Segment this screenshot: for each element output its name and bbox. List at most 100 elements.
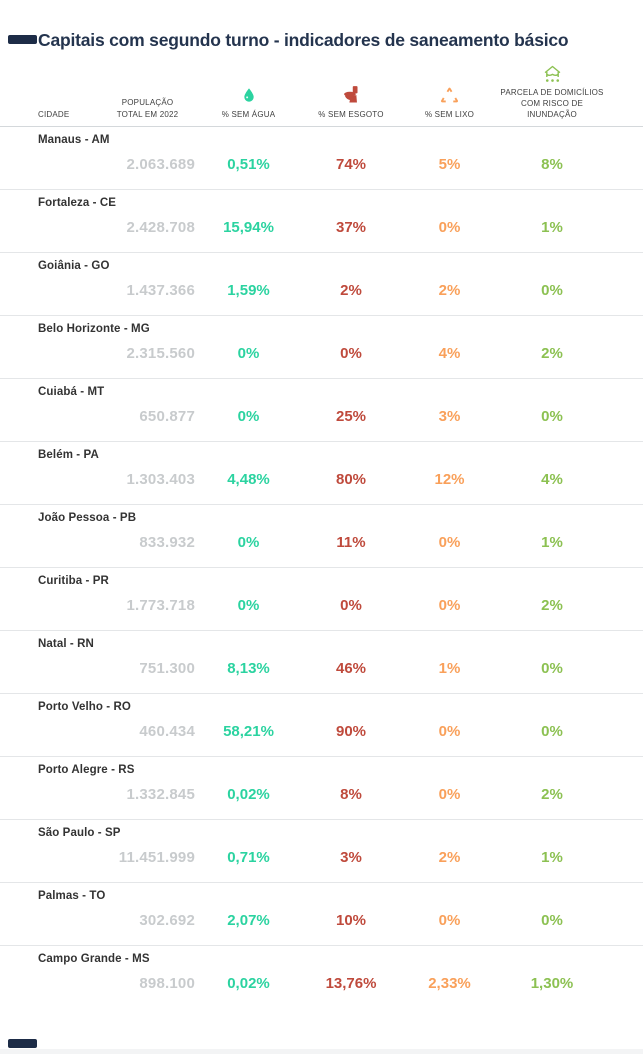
no-water-value: 8,13% <box>227 660 270 678</box>
no-water-value: 0% <box>237 597 260 615</box>
no-garbage-value: 1% <box>438 660 461 678</box>
no-garbage-value: 0% <box>438 534 461 552</box>
no-garbage-value: 3% <box>438 408 461 426</box>
population-value: 751.300 <box>139 660 195 678</box>
city-label: Natal - RN <box>38 638 94 651</box>
no-water-value: 0% <box>237 534 260 552</box>
city-label: João Pessoa - PB <box>38 512 137 525</box>
no-garbage-value: 4% <box>438 345 461 363</box>
table-row: Belo Horizonte - MG 2.315.560 0% 0% 4% 2… <box>0 316 643 380</box>
table-row: Belém - PA 1.303.403 4,48% 80% 12% 4% <box>0 442 643 506</box>
accent-bar-top <box>8 35 37 44</box>
population-value: 1.773.718 <box>126 597 195 615</box>
no-sewage-value: 8% <box>340 786 362 804</box>
column-header-no-sewage: % SEM ESGOTO <box>302 74 400 120</box>
no-water-value: 0,02% <box>227 975 270 993</box>
city-label: Palmas - TO <box>38 890 106 903</box>
no-water-value: 4,48% <box>227 471 270 489</box>
no-sewage-value: 0% <box>340 345 362 363</box>
city-label: Goiânia - GO <box>38 260 110 273</box>
city-label: Belém - PA <box>38 449 99 462</box>
population-value: 2.063.689 <box>126 156 195 174</box>
column-header-city-label: CIDADE <box>38 109 70 119</box>
accent-bar-bottom <box>8 1039 37 1048</box>
toilet-icon <box>342 84 361 105</box>
column-header-no-sewage-label: % SEM ESGOTO <box>318 109 384 119</box>
population-value: 302.692 <box>139 912 195 930</box>
table-row: Palmas - TO 302.692 2,07% 10% 0% 0% <box>0 883 643 947</box>
flood-risk-value: 1% <box>541 849 563 867</box>
column-header-no-water-label: % SEM ÁGUA <box>221 109 276 119</box>
no-sewage-value: 3% <box>340 849 362 867</box>
row-values: 1.332.845 0,02% 8% 0% 2% <box>38 786 605 804</box>
flood-risk-value: 4% <box>541 471 563 489</box>
no-garbage-value: 2% <box>438 849 461 867</box>
table-row: João Pessoa - PB 833.932 0% 11% 0% 1% <box>0 505 643 569</box>
row-values: 650.877 0% 25% 3% 0% <box>38 408 605 426</box>
no-water-value: 1,59% <box>227 282 270 300</box>
no-water-value: 58,21% <box>223 723 274 741</box>
no-sewage-value: 74% <box>335 156 367 174</box>
row-values: 751.300 8,13% 46% 1% 0% <box>38 660 605 678</box>
flood-risk-value: 2% <box>541 786 563 804</box>
no-garbage-value: 12% <box>434 471 465 489</box>
no-sewage-value: 37% <box>335 219 367 237</box>
page-title: Capitais com segundo turno - indicadores… <box>38 30 569 50</box>
city-label: Curitiba - PR <box>38 575 109 588</box>
table-row: Porto Velho - RO 460.434 58,21% 90% 0% 0… <box>0 694 643 758</box>
flood-house-icon <box>542 64 563 83</box>
table-body: Manaus - AM 2.063.689 0,51% 74% 5% 8% Fo… <box>0 127 643 1009</box>
table-header: CIDADE POPULAÇÃO TOTAL EM 2022 % SEM ÁGU… <box>0 64 643 128</box>
no-sewage-value: 10% <box>335 912 367 930</box>
table-row: Campo Grande - MS 898.100 0,02% 13,76% 2… <box>0 946 643 1009</box>
column-header-no-garbage-label: % SEM LIXO <box>424 109 475 119</box>
population-value: 650.877 <box>139 408 195 426</box>
population-value: 1.303.403 <box>126 471 195 489</box>
population-value: 1.332.845 <box>126 786 195 804</box>
flood-risk-value: 0% <box>541 660 563 678</box>
no-sewage-value: 90% <box>335 723 367 741</box>
no-garbage-value: 2% <box>438 282 461 300</box>
row-values: 833.932 0% 11% 0% 1% <box>38 534 605 552</box>
row-values: 2.315.560 0% 0% 4% 2% <box>38 345 605 363</box>
row-values: 1.303.403 4,48% 80% 12% 4% <box>38 471 605 489</box>
table-row: São Paulo - SP 11.451.999 0,71% 3% 2% 1% <box>0 820 643 884</box>
no-sewage-value: 2% <box>340 282 362 300</box>
column-header-population-line1: POPULAÇÃO <box>121 98 174 108</box>
no-garbage-value: 2,33% <box>428 975 471 993</box>
table-row: Cuiabá - MT 650.877 0% 25% 3% 0% <box>0 379 643 443</box>
flood-risk-value: 0% <box>541 723 563 741</box>
column-header-flood-risk-line1: PARCELA DE DOMICÍLIOS <box>500 88 604 97</box>
sanitation-infographic: { "title": "Capitais com segundo turno -… <box>0 30 643 1054</box>
no-water-value: 0,71% <box>227 849 270 867</box>
row-values: 1.437.366 1,59% 2% 2% 0% <box>38 282 605 300</box>
bottom-strip <box>0 1049 643 1054</box>
no-garbage-value: 0% <box>438 219 461 237</box>
city-label: Cuiabá - MT <box>38 386 105 399</box>
row-values: 460.434 58,21% 90% 0% 0% <box>38 723 605 741</box>
population-value: 460.434 <box>139 723 195 741</box>
column-header-city: CIDADE <box>38 110 100 120</box>
no-garbage-value: 0% <box>438 597 461 615</box>
no-sewage-value: 0% <box>340 597 362 615</box>
table-row: Natal - RN 751.300 8,13% 46% 1% 0% <box>0 631 643 695</box>
city-label: São Paulo - SP <box>38 827 121 840</box>
flood-risk-value: 2% <box>541 345 563 363</box>
row-values: 11.451.999 0,71% 3% 2% 1% <box>38 849 605 867</box>
no-garbage-value: 5% <box>438 156 461 174</box>
no-sewage-value: 80% <box>335 471 367 489</box>
population-value: 2.428.708 <box>126 219 195 237</box>
flood-risk-value: 8% <box>541 156 563 174</box>
no-garbage-value: 0% <box>438 912 461 930</box>
no-sewage-value: 46% <box>335 660 367 678</box>
table-row: Porto Alegre - RS 1.332.845 0,02% 8% 0% … <box>0 757 643 821</box>
flood-risk-value: 1% <box>541 219 563 237</box>
flood-risk-value: 0% <box>541 282 563 300</box>
population-value: 833.932 <box>139 534 195 552</box>
flood-risk-value: 1,30% <box>530 975 574 993</box>
city-label: Fortaleza - CE <box>38 197 117 210</box>
no-sewage-value: 11% <box>336 534 366 552</box>
city-label: Porto Velho - RO <box>38 701 131 714</box>
no-water-value: 0% <box>237 408 260 426</box>
population-value: 11.451.999 <box>118 849 195 867</box>
